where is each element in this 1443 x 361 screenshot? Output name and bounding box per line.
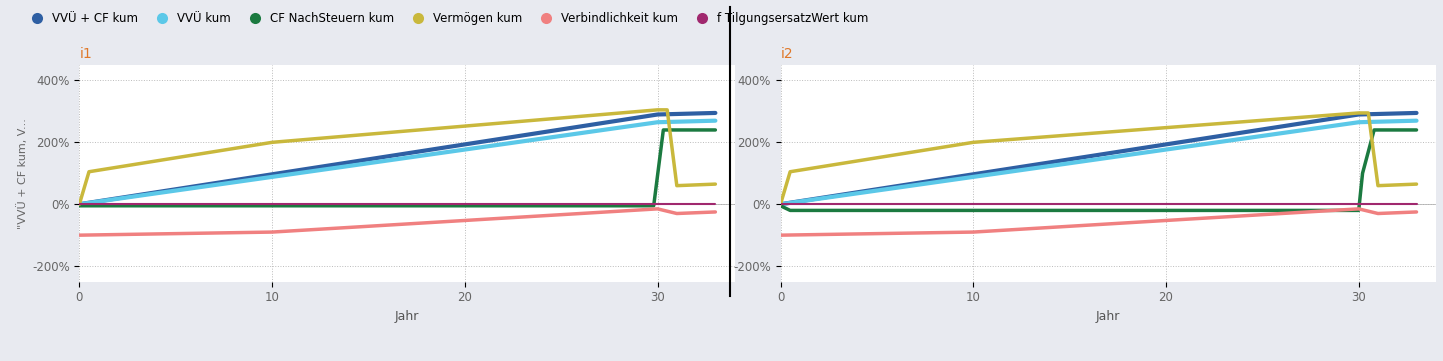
X-axis label: Jahr: Jahr	[395, 310, 418, 323]
Text: i2: i2	[781, 47, 794, 61]
Text: i1: i1	[79, 47, 92, 61]
Y-axis label: "VVÜ + CF kum, V...: "VVÜ + CF kum, V...	[17, 118, 27, 229]
X-axis label: Jahr: Jahr	[1097, 310, 1120, 323]
Legend: VVÜ + CF kum, VVÜ kum, CF NachSteuern kum, Vermögen kum, Verbindlichkeit kum, f : VVÜ + CF kum, VVÜ kum, CF NachSteuern ku…	[20, 8, 873, 30]
